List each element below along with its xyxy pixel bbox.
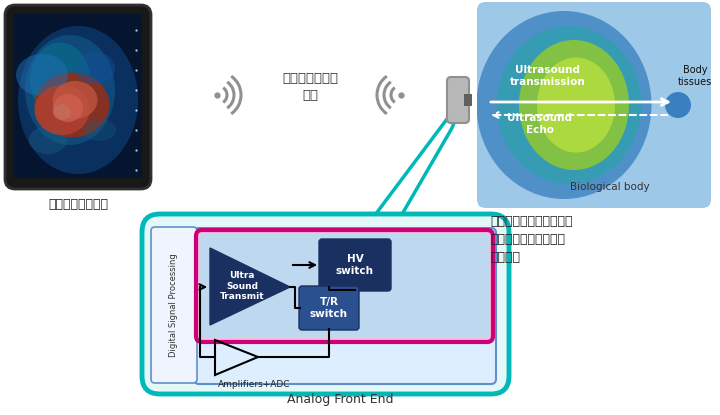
Text: データを無線で
送信: データを無線で 送信 [282,72,338,102]
Polygon shape [210,248,290,325]
Bar [14,14,142,178]
FancyBboxPatch shape [447,77,469,123]
Ellipse shape [35,85,89,135]
Text: HV
switch: HV switch [336,254,374,276]
Text: Ultra
Sound
Transmit: Ultra Sound Transmit [220,271,264,301]
Text: Biological body: Biological body [570,182,650,192]
Ellipse shape [497,26,642,184]
Ellipse shape [84,119,116,141]
Text: Ultrasound
Echo: Ultrasound Echo [508,113,572,135]
FancyBboxPatch shape [196,230,493,342]
FancyBboxPatch shape [151,227,197,383]
Text: T/R
switch: T/R switch [310,297,348,319]
Ellipse shape [18,26,138,174]
Ellipse shape [53,104,71,120]
Bar [464,94,472,106]
Ellipse shape [665,92,691,118]
FancyBboxPatch shape [142,214,509,394]
Text: Analog Front End: Analog Front End [287,393,394,406]
FancyBboxPatch shape [319,239,391,291]
Ellipse shape [30,42,90,117]
Text: Digital Signal Processing: Digital Signal Processing [169,253,179,357]
Text: 検査用プローブヘッドに
フロントエンド機能を
埋め込み: 検査用プローブヘッドに フロントエンド機能を 埋め込み [490,215,572,264]
Text: タブレットに表示: タブレットに表示 [48,198,108,211]
FancyBboxPatch shape [299,286,359,330]
FancyBboxPatch shape [194,228,496,384]
Text: Amplifiers+ADC: Amplifiers+ADC [218,380,290,389]
Ellipse shape [477,11,652,199]
Ellipse shape [75,52,115,84]
Ellipse shape [53,81,97,119]
Ellipse shape [35,73,109,137]
FancyBboxPatch shape [477,2,711,208]
FancyBboxPatch shape [200,234,489,338]
FancyBboxPatch shape [5,5,151,189]
Text: Ultrasound
transmission: Ultrasound transmission [510,65,586,88]
Ellipse shape [16,54,68,96]
Ellipse shape [537,58,615,152]
Ellipse shape [29,126,67,154]
Text: Body
tissues: Body tissues [678,65,712,88]
Ellipse shape [25,35,115,145]
Ellipse shape [519,40,629,170]
Ellipse shape [53,94,83,122]
